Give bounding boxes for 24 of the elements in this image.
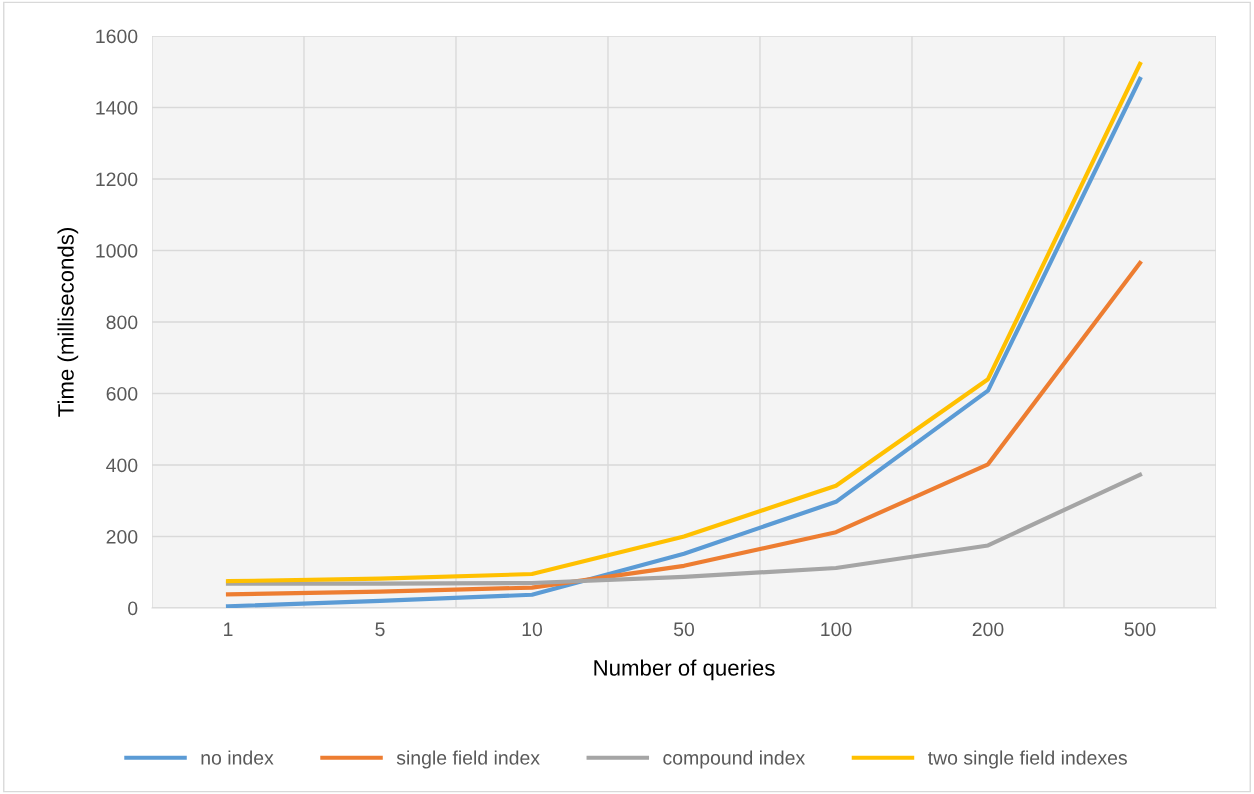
- x-tick-label: 200: [972, 622, 1004, 637]
- y-tick-label: 0: [128, 601, 138, 616]
- y-tick-label: 600: [106, 386, 138, 401]
- legend-label: no index: [201, 750, 274, 765]
- y-tick-label: 1000: [96, 243, 138, 258]
- y-tick-label: 800: [106, 315, 138, 330]
- legend-label: two single field indexes: [927, 750, 1127, 769]
- x-tick-label: 100: [821, 622, 852, 637]
- x-axis-title: Number of queries: [594, 659, 775, 681]
- y-tick-label: 1200: [96, 172, 138, 187]
- y-axis-title: Time (milliseconds): [57, 228, 79, 417]
- x-tick-label: 500: [1124, 622, 1156, 637]
- y-tick-label: 200: [106, 529, 138, 544]
- legend-label: compound index: [663, 750, 805, 769]
- line-series: [225, 260, 1143, 597]
- y-tick-label: 400: [106, 458, 138, 473]
- y-tick-label: 1400: [96, 100, 138, 115]
- line-series: [225, 472, 1143, 586]
- legend-label: single field index: [396, 750, 540, 769]
- x-tick-label: 10: [522, 622, 543, 637]
- x-tick-label: 5: [375, 622, 385, 637]
- y-tick-label: 1600: [96, 29, 138, 44]
- x-tick-label: 50: [673, 622, 695, 637]
- x-tick-label: 1: [224, 622, 233, 636]
